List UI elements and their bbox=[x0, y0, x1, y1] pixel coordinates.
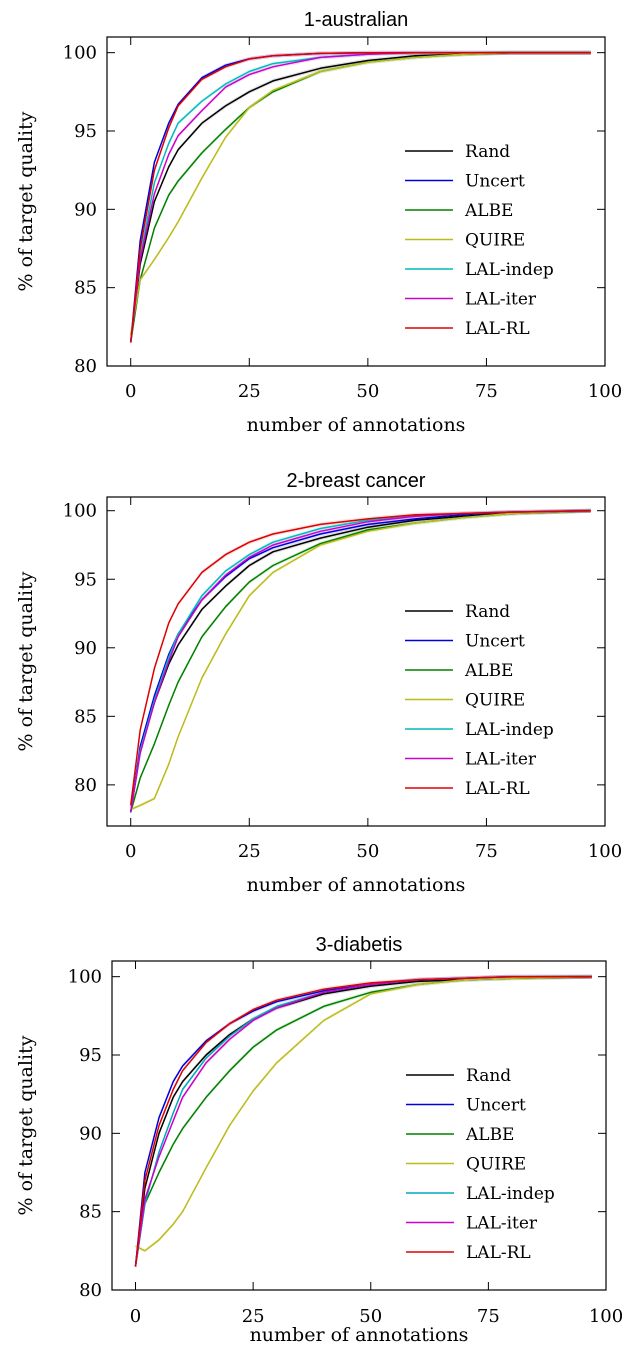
y-tick-label: 90 bbox=[79, 1123, 102, 1144]
x-axis-label: number of annotations bbox=[247, 414, 466, 436]
chart-title: 2-breast cancer bbox=[287, 470, 426, 492]
y-tick-label: 85 bbox=[74, 278, 97, 299]
legend-label-albe: ALBE bbox=[465, 1125, 514, 1145]
y-tick-label: 85 bbox=[74, 706, 97, 727]
y-tick-label: 95 bbox=[79, 1045, 102, 1066]
series-group bbox=[129, 508, 591, 815]
y-tick-label: 90 bbox=[74, 199, 97, 220]
legend-label-quire: QUIRE bbox=[465, 691, 525, 711]
y-axis-label: % of target quality bbox=[15, 571, 37, 751]
x-tick-label: 50 bbox=[356, 841, 379, 862]
legend-label-lal-indep: LAL-indep bbox=[465, 260, 554, 280]
y-tick-label: 80 bbox=[74, 775, 97, 796]
legend-label-albe: ALBE bbox=[464, 661, 513, 681]
y-tick-label: 85 bbox=[79, 1202, 102, 1223]
x-tick-label: 75 bbox=[475, 841, 498, 862]
x-tick-label: 25 bbox=[238, 381, 261, 402]
x-tick-label: 100 bbox=[588, 841, 622, 862]
x-tick-label: 25 bbox=[242, 1306, 265, 1327]
legend-label-uncert: Uncert bbox=[465, 632, 525, 652]
plot-frame bbox=[106, 36, 606, 367]
legend-label-quire: QUIRE bbox=[465, 231, 525, 251]
chart-panel-3: 3-diabetis 0 25 50 75 100 80 85 90 95 100 number of… bbox=[15, 934, 623, 1346]
x-tick-label: 100 bbox=[588, 381, 622, 402]
legend: Rand Uncert ALBE QUIRE LAL-indep LAL-iter LAL-… bbox=[406, 1066, 555, 1263]
y-axis-label: % of target quality bbox=[15, 111, 37, 291]
x-tick-label: 0 bbox=[125, 841, 136, 862]
legend-label-lal-rl: LAL-RL bbox=[465, 779, 530, 799]
series-line-lal-rl bbox=[129, 509, 591, 806]
plot-frame bbox=[111, 960, 607, 1291]
x-tick-label: 0 bbox=[125, 381, 136, 402]
y-axis-label: % of target quality bbox=[15, 1035, 37, 1215]
chart-title: 1-australian bbox=[304, 9, 409, 31]
legend-label-lal-rl: LAL-RL bbox=[465, 319, 530, 339]
x-tick-label: 50 bbox=[359, 1306, 382, 1327]
x-axis-label: number of annotations bbox=[247, 874, 466, 896]
x-tick-label: 100 bbox=[589, 1306, 623, 1327]
chart-title: 3-diabetis bbox=[316, 934, 403, 956]
y-tick-label: 80 bbox=[79, 1280, 102, 1301]
legend-label-quire: QUIRE bbox=[466, 1155, 526, 1175]
legend: Rand Uncert ALBE QUIRE LAL-indep LAL-iter LAL-… bbox=[405, 142, 554, 339]
y-tick-label: 80 bbox=[74, 356, 97, 377]
series-line-quire bbox=[130, 509, 591, 811]
y-tick-label: 100 bbox=[68, 967, 102, 988]
y-tick-label: 100 bbox=[63, 43, 97, 64]
series-line-uncert bbox=[129, 509, 591, 813]
legend-label-lal-iter: LAL-iter bbox=[465, 290, 537, 310]
x-axis-label: number of annotations bbox=[250, 1324, 469, 1346]
legend-label-rand: Rand bbox=[465, 602, 510, 622]
series-line-quire bbox=[135, 975, 592, 1252]
x-tick-label: 50 bbox=[356, 381, 379, 402]
legend-label-lal-iter: LAL-iter bbox=[465, 750, 537, 770]
legend-label-uncert: Uncert bbox=[466, 1096, 526, 1116]
legend-label-lal-rl: LAL-RL bbox=[466, 1243, 531, 1263]
plot-frame bbox=[106, 496, 606, 827]
x-tick-label: 75 bbox=[475, 381, 498, 402]
legend-label-rand: Rand bbox=[465, 142, 510, 162]
series-group bbox=[129, 50, 591, 345]
y-tick-label: 95 bbox=[74, 121, 97, 142]
y-tick-label: 95 bbox=[74, 569, 97, 590]
x-tick-label: 0 bbox=[130, 1306, 141, 1327]
y-tick-label: 100 bbox=[63, 501, 97, 522]
legend: Rand Uncert ALBE QUIRE LAL-indep LAL-iter LAL-… bbox=[405, 602, 554, 799]
legend-label-lal-indep: LAL-indep bbox=[465, 720, 554, 740]
legend-label-lal-iter: LAL-iter bbox=[466, 1214, 538, 1234]
series-line-quire bbox=[129, 51, 591, 335]
legend-label-lal-indep: LAL-indep bbox=[466, 1184, 555, 1204]
chart-panel-1: 1-australian 0 25 50 75 100 80 85 90 95 100 number … bbox=[15, 9, 622, 436]
legend-label-uncert: Uncert bbox=[465, 172, 525, 192]
x-tick-label: 75 bbox=[477, 1306, 500, 1327]
chart-panel-2: 2-breast cancer 0 25 50 75 100 80 85 90 95 100 numb… bbox=[15, 470, 622, 896]
y-tick-label: 90 bbox=[74, 638, 97, 659]
legend-label-rand: Rand bbox=[466, 1066, 511, 1086]
series-line-lal-rl bbox=[129, 51, 591, 343]
x-tick-label: 25 bbox=[238, 841, 261, 862]
series-line-lal-rl bbox=[134, 975, 592, 1267]
legend-label-albe: ALBE bbox=[464, 201, 513, 221]
series-group bbox=[134, 974, 592, 1269]
